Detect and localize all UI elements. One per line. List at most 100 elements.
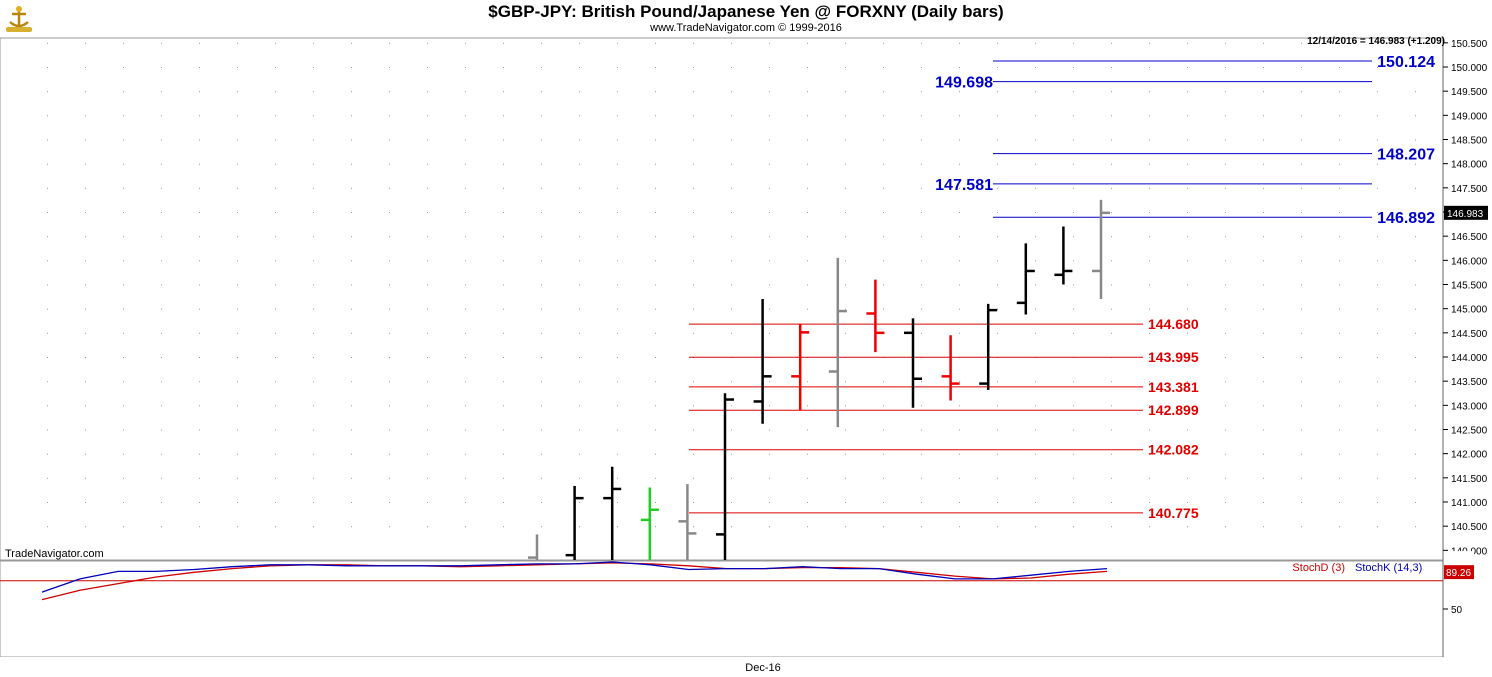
- grid-dot: [237, 42, 238, 44]
- grid-dot: [731, 477, 732, 479]
- grid-dot: [921, 284, 922, 286]
- grid-dot: [427, 332, 428, 334]
- grid-dot: [237, 115, 238, 117]
- grid-dot: [1339, 284, 1340, 286]
- grid-dot: [465, 405, 466, 407]
- grid-dot: [579, 67, 580, 68]
- grid-dot: [1301, 502, 1302, 503]
- grid-dot: [617, 260, 618, 262]
- grid-dot: [1111, 284, 1112, 286]
- grid-dot: [921, 332, 922, 334]
- grid-dot: [1035, 91, 1036, 93]
- grid-dot: [541, 236, 542, 238]
- grid-dot: [541, 381, 542, 383]
- y-tick-label: 144.000: [1451, 353, 1488, 364]
- grid-dot: [731, 91, 732, 93]
- grid-dot: [161, 284, 162, 286]
- grid-dot: [655, 357, 656, 358]
- grid-dot: [389, 332, 390, 334]
- grid-dot: [123, 236, 124, 238]
- grid-dot: [427, 477, 428, 479]
- grid-dot: [1149, 381, 1150, 383]
- grid-dot: [123, 332, 124, 334]
- grid-dot: [579, 115, 580, 117]
- grid-dot: [1263, 115, 1264, 117]
- grid-dot: [1035, 115, 1036, 117]
- grid-dot: [579, 453, 580, 455]
- grid-dot: [1415, 187, 1416, 189]
- grid-dot: [85, 236, 86, 238]
- grid-dot: [845, 332, 846, 334]
- copyright-text: www.TradeNavigator.com © 1999-2016: [650, 22, 842, 34]
- grid-dot: [1377, 67, 1378, 68]
- grid-dot: [1415, 332, 1416, 334]
- grid-dot: [883, 308, 884, 310]
- grid-dot: [883, 163, 884, 165]
- grid-dot: [541, 163, 542, 165]
- grid-dot: [959, 236, 960, 238]
- grid-dot: [1035, 526, 1036, 528]
- grid-dot: [617, 139, 618, 141]
- grid-dot: [237, 429, 238, 431]
- grid-dot: [693, 477, 694, 479]
- grid-dot: [1225, 332, 1226, 334]
- grid-dot: [1073, 260, 1074, 262]
- grid-dot: [1073, 453, 1074, 455]
- grid-dot: [465, 526, 466, 528]
- grid-dot: [47, 526, 48, 528]
- grid-dot: [1263, 163, 1264, 165]
- grid-dot: [503, 91, 504, 93]
- grid-dot: [1187, 212, 1188, 213]
- grid-dot: [655, 67, 656, 68]
- grid-dot: [1187, 139, 1188, 141]
- grid-dot: [655, 139, 656, 141]
- grid-dot: [1035, 381, 1036, 383]
- grid-dot: [921, 187, 922, 189]
- grid-dot: [541, 526, 542, 528]
- grid-dot: [541, 139, 542, 141]
- grid-dot: [237, 139, 238, 141]
- grid-dot: [655, 187, 656, 189]
- grid-dot: [1263, 357, 1264, 358]
- grid-dot: [693, 429, 694, 431]
- grid-dot: [693, 526, 694, 528]
- grid-dot: [1415, 477, 1416, 479]
- grid-dot: [959, 67, 960, 68]
- grid-dot: [199, 429, 200, 431]
- grid-dot: [47, 139, 48, 141]
- grid-dot: [617, 284, 618, 286]
- chart-header: $GBP-JPY: British Pound/Japanese Yen @ F…: [0, 0, 1492, 38]
- grid-dot: [1301, 187, 1302, 189]
- grid-dot: [85, 332, 86, 334]
- grid-dot: [1415, 284, 1416, 286]
- grid-dot: [427, 284, 428, 286]
- grid-dot: [579, 477, 580, 479]
- grid-dot: [237, 453, 238, 455]
- grid-dot: [275, 381, 276, 383]
- grid-dot: [731, 42, 732, 44]
- grid-dot: [161, 163, 162, 165]
- grid-dot: [503, 381, 504, 383]
- resistance-label: 150.124: [1377, 54, 1435, 71]
- grid-dot: [1073, 308, 1074, 310]
- grid-dot: [389, 163, 390, 165]
- grid-dot: [1263, 91, 1264, 93]
- grid-dot: [1225, 260, 1226, 262]
- grid-dot: [693, 405, 694, 407]
- grid-dot: [617, 453, 618, 455]
- grid-dot: [845, 429, 846, 431]
- grid-dot: [1415, 308, 1416, 310]
- grid-dot: [1035, 308, 1036, 310]
- grid-dot: [351, 139, 352, 141]
- grid-dot: [161, 405, 162, 407]
- grid-dot: [1187, 115, 1188, 117]
- grid-dot: [1035, 477, 1036, 479]
- grid-dot: [313, 91, 314, 93]
- grid-dot: [1301, 405, 1302, 407]
- grid-dot: [465, 139, 466, 141]
- grid-dot: [1187, 236, 1188, 238]
- grid-dot: [427, 187, 428, 189]
- grid-dot: [465, 381, 466, 383]
- grid-dot: [85, 502, 86, 503]
- grid-dot: [845, 284, 846, 286]
